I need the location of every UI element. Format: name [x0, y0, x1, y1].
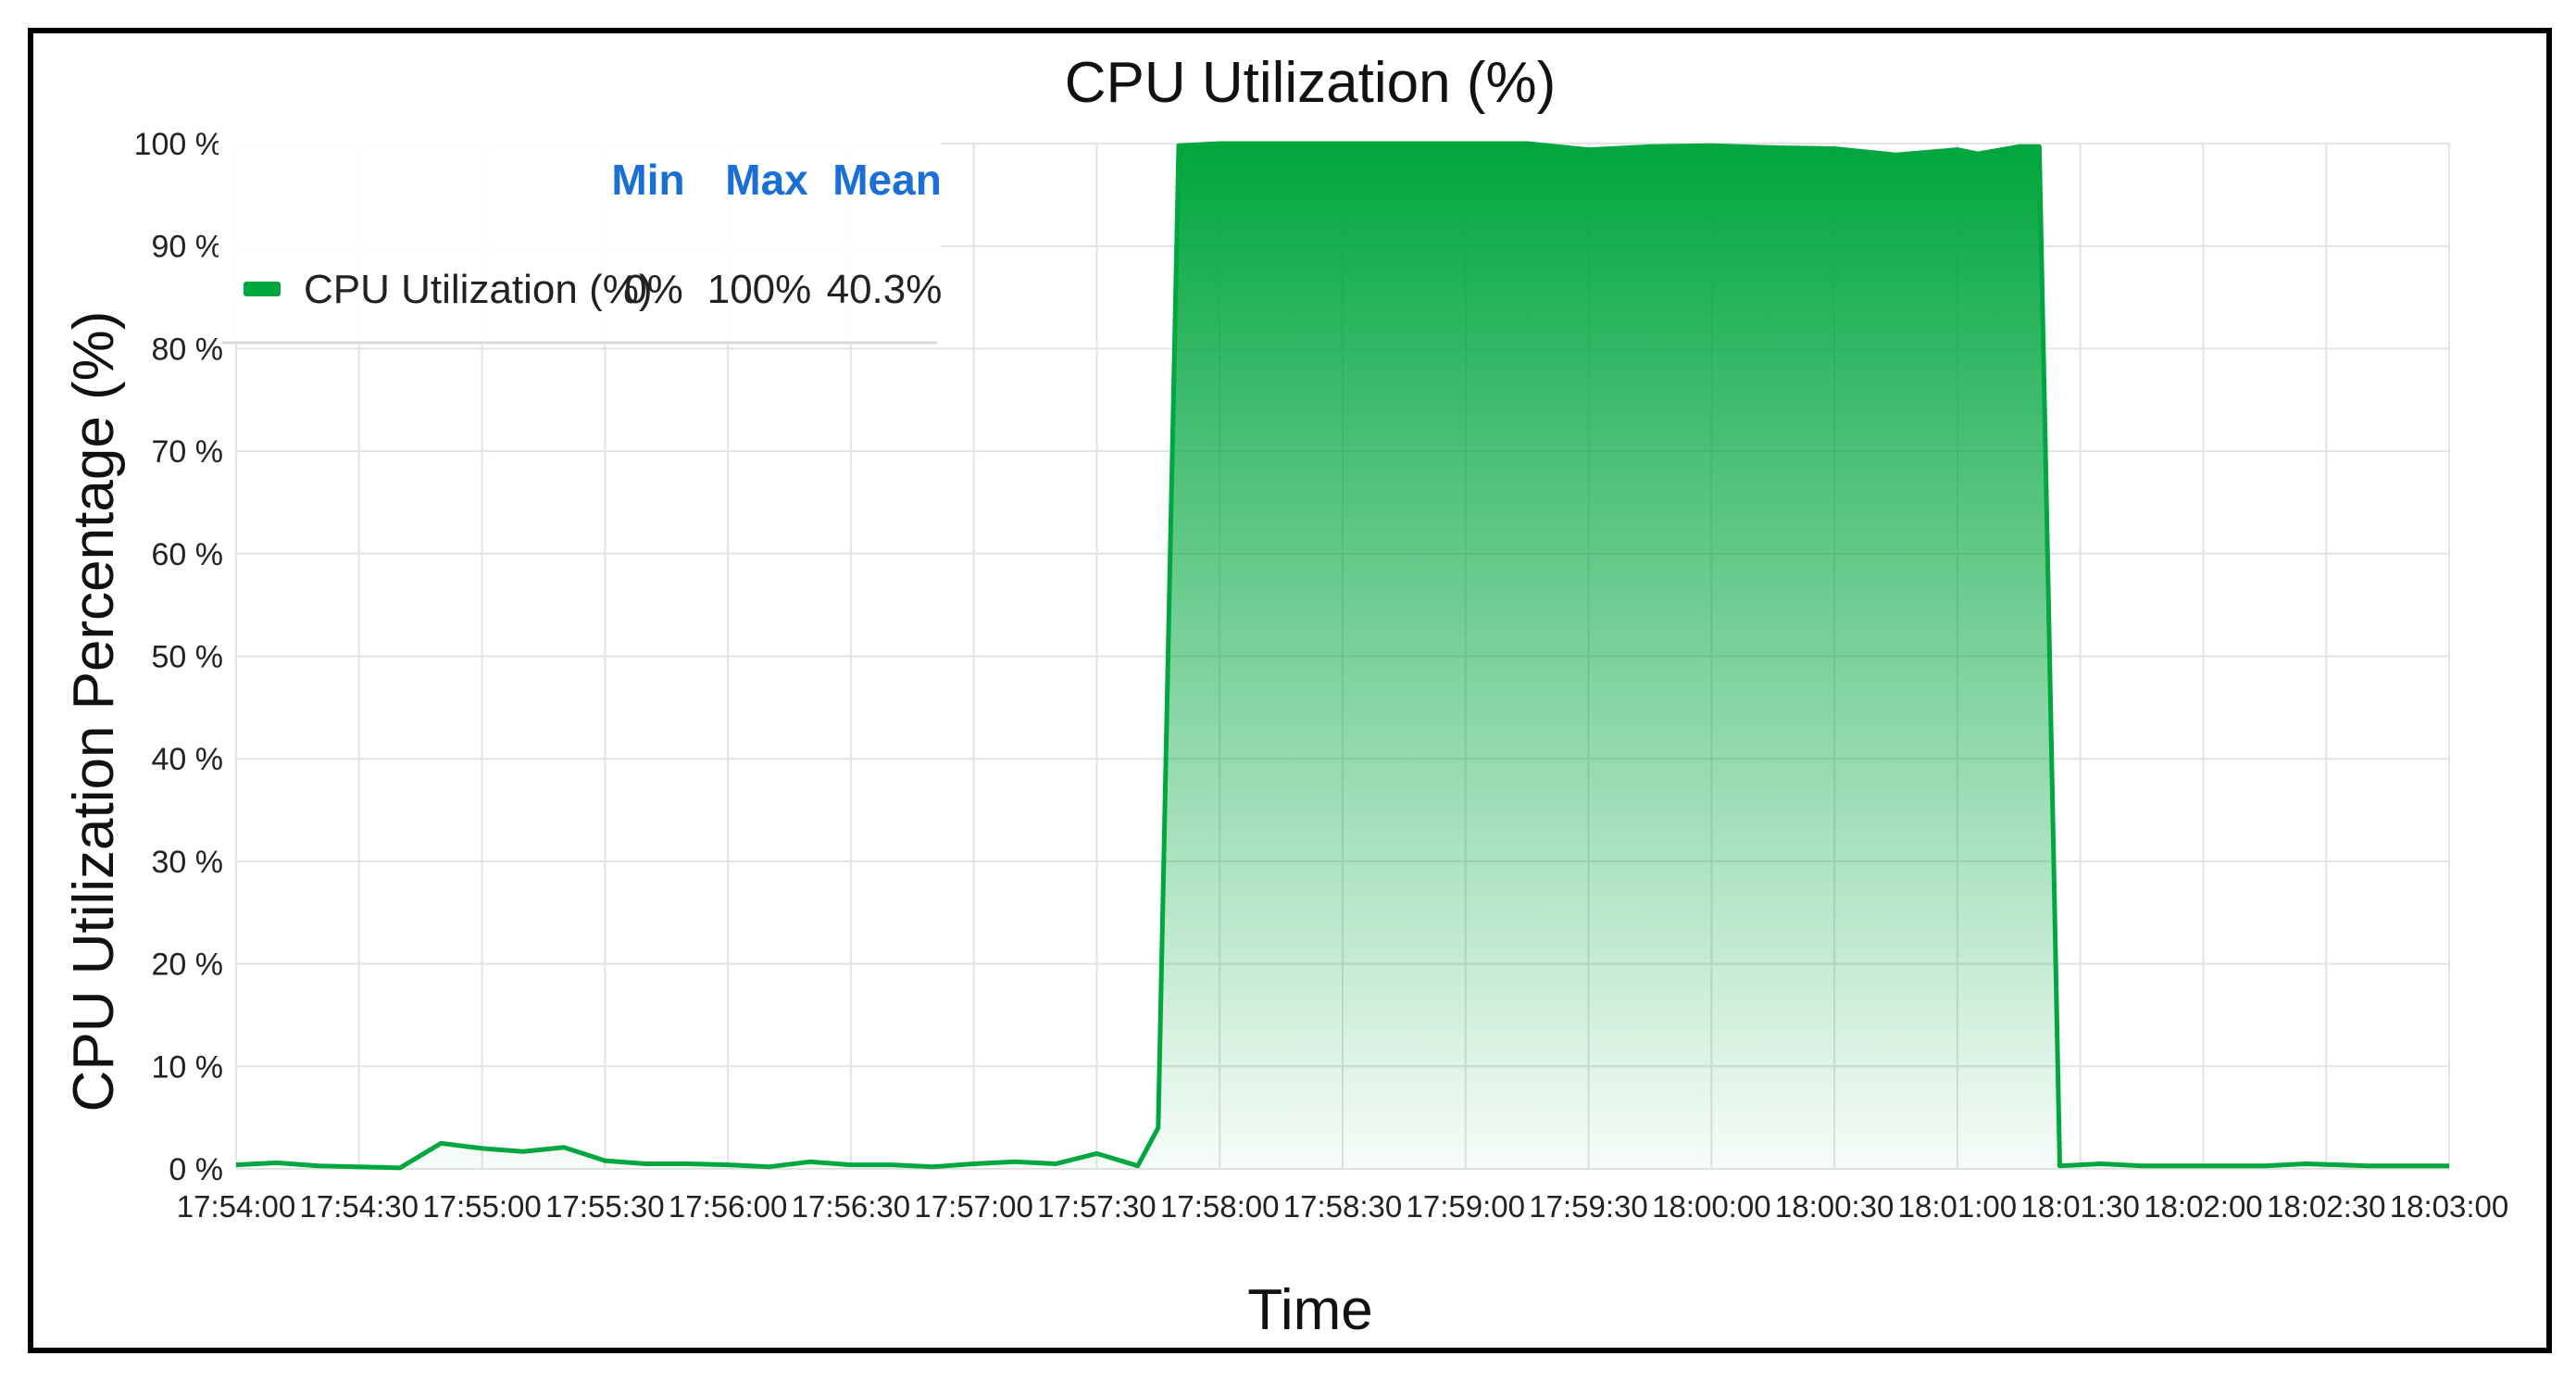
legend-swatch [244, 282, 281, 296]
x-tick-label: 17:58:00 [1160, 1189, 1279, 1224]
legend-header-max: Max [725, 156, 808, 204]
legend-series-min: 0% [624, 267, 683, 312]
y-axis-title: CPU Utilization Percentage (%) [62, 311, 126, 1112]
x-axis-ticks: 17:54:00 17:54:30 17:55:00 17:55:30 17:56:00… [177, 1189, 2508, 1224]
series-line [235, 141, 2449, 1171]
y-tick-label: 60 % [152, 537, 224, 572]
x-tick-label: 17:56:30 [792, 1189, 910, 1224]
x-tick-label: 17:57:30 [1037, 1189, 1156, 1224]
legend-series-name: CPU Utilization (%) [304, 267, 653, 312]
legend-series-max: 100% [707, 267, 812, 312]
series-area [236, 144, 2449, 1169]
x-tick-label: 17:55:00 [422, 1189, 541, 1224]
x-tick-label: 18:00:00 [1652, 1189, 1770, 1224]
x-tick-label: 18:01:30 [2020, 1189, 2139, 1224]
y-tick-label: 80 % [152, 332, 224, 367]
y-tick-label: 30 % [152, 845, 224, 880]
x-tick-label: 18:02:30 [2267, 1189, 2385, 1224]
x-tick-label: 18:01:00 [1898, 1189, 2017, 1224]
y-tick-label: 100 % [134, 127, 223, 162]
x-tick-label: 17:54:00 [177, 1189, 295, 1224]
y-axis-ticks: 0 % 10 % 20 % 30 % 40 % 50 % 60 % 70 % 80 % 90 % 1… [134, 127, 223, 1187]
y-tick-label: 40 % [152, 742, 224, 777]
x-tick-label: 17:55:30 [545, 1189, 664, 1224]
x-axis-title: Time [1247, 1278, 1372, 1342]
x-tick-label: 18:00:30 [1775, 1189, 1894, 1224]
legend-background [219, 139, 941, 345]
y-tick-label: 10 % [152, 1049, 224, 1085]
legend-series-mean: 40.3% [827, 267, 943, 312]
legend-header-min: Min [611, 156, 684, 204]
y-tick-label: 20 % [152, 948, 224, 983]
x-tick-label: 17:56:00 [669, 1189, 787, 1224]
y-tick-label: 90 % [152, 230, 224, 265]
chart-title: CPU Utilization (%) [1065, 51, 1557, 115]
x-tick-label: 17:58:30 [1283, 1189, 1402, 1224]
legend: Min Max Mean CPU Utilization (%) 0% 100%… [219, 139, 942, 345]
y-tick-label: 50 % [152, 640, 224, 675]
x-tick-label: 18:03:00 [2390, 1189, 2508, 1224]
x-tick-label: 17:59:30 [1529, 1189, 1647, 1224]
x-tick-label: 18:02:00 [2144, 1189, 2262, 1224]
x-tick-label: 17:54:30 [300, 1189, 419, 1224]
legend-header-mean: Mean [832, 156, 942, 204]
x-tick-label: 17:57:00 [914, 1189, 1032, 1224]
y-tick-label: 70 % [152, 434, 224, 470]
x-tick-label: 17:59:00 [1407, 1189, 1525, 1224]
y-tick-label: 0 % [169, 1152, 223, 1187]
